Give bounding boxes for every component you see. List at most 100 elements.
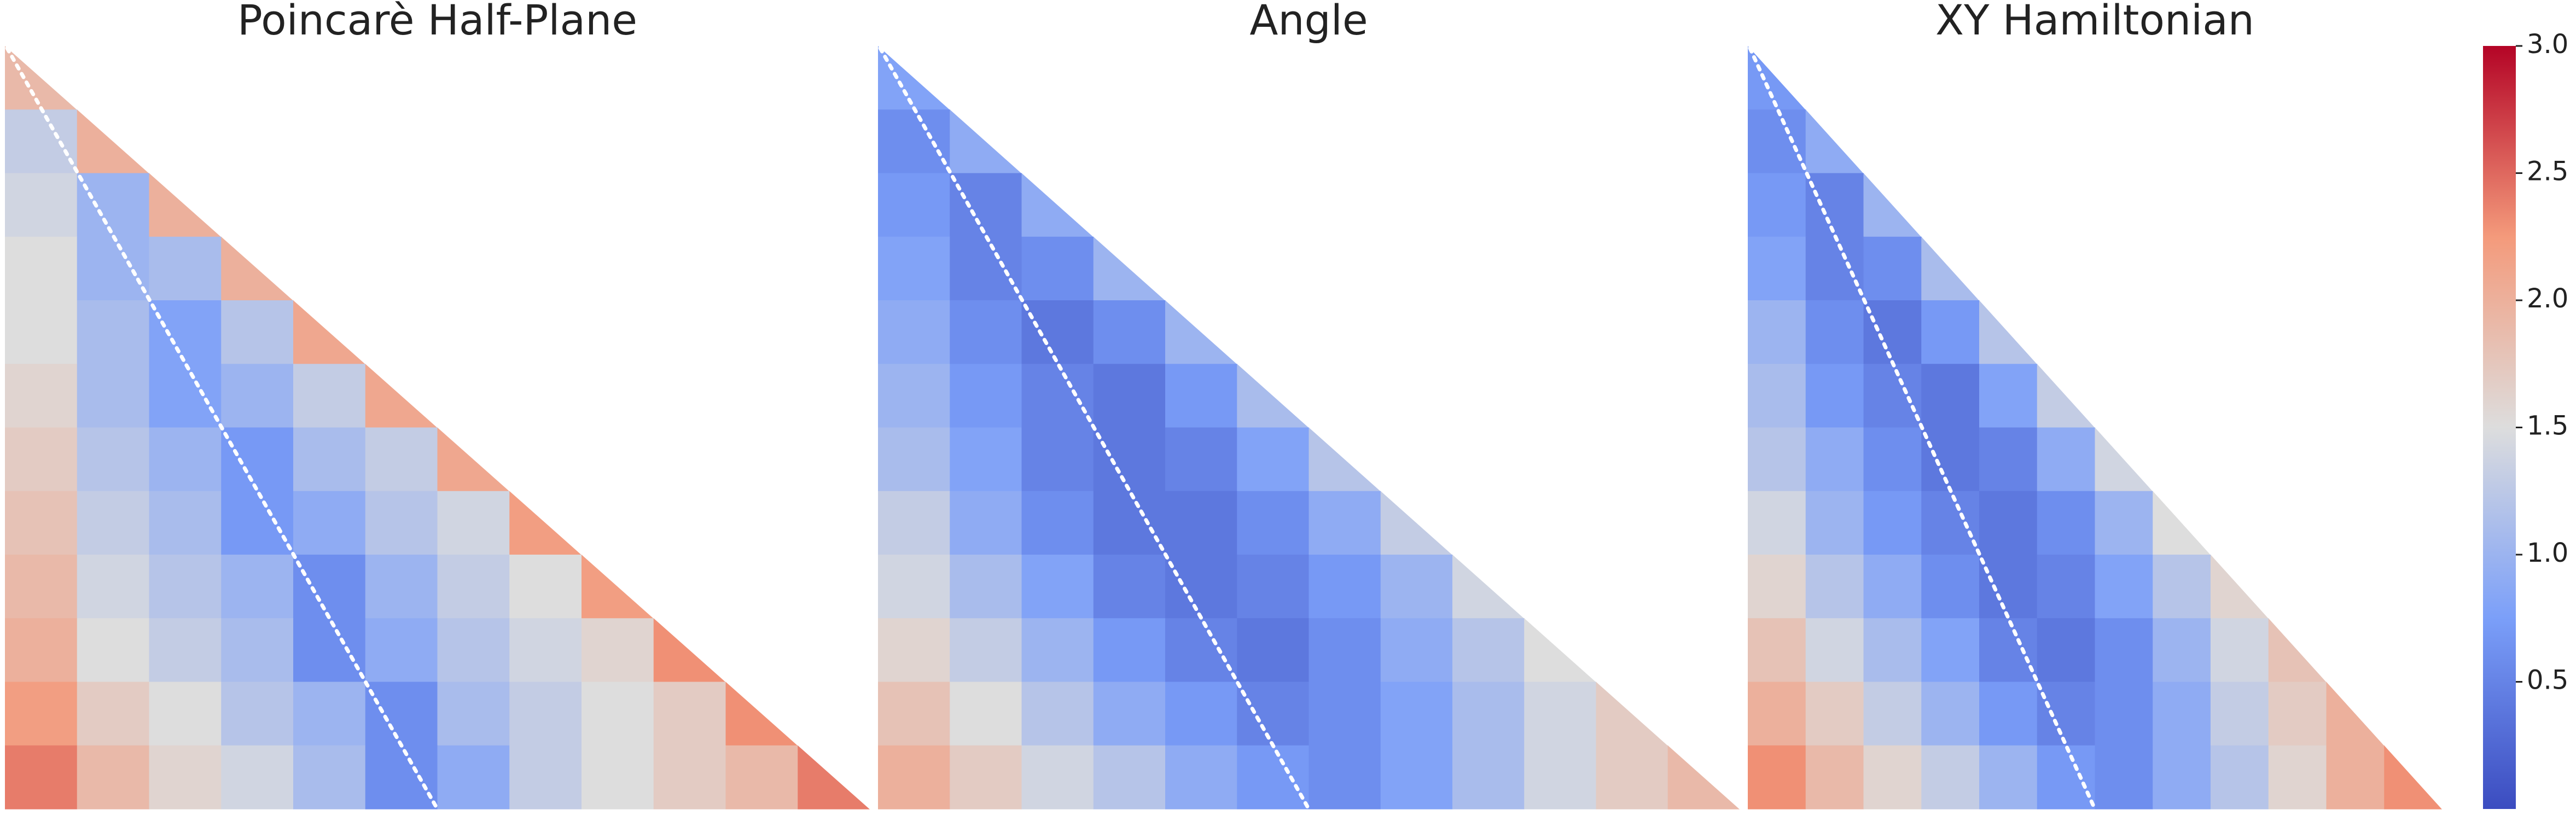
heatmap-cell: [77, 236, 150, 301]
heatmap-cell: [77, 682, 150, 746]
heatmap-cell: [1093, 555, 1166, 619]
diagonal-dots: [5, 46, 439, 811]
heatmap-cell: [5, 555, 78, 619]
heatmap-cell: [1979, 300, 2037, 364]
heatmap-cell: [2211, 618, 2269, 683]
heatmap-cell: [1380, 682, 1453, 746]
heatmap-cell: [725, 745, 798, 810]
heatmap-cell: [1979, 427, 2038, 492]
heatmap-cell: [1805, 618, 1864, 683]
heatmap-cell: [1380, 745, 1453, 810]
heatmap-cell: [1748, 173, 1806, 237]
heatmap-cell: [2326, 682, 2385, 746]
heatmap-cell: [1021, 427, 1094, 492]
heatmap-cell: [1979, 682, 2038, 746]
heatmap-cell: [77, 427, 150, 492]
heatmap-cell: [1748, 555, 1806, 619]
heatmap-cell: [1863, 618, 1922, 683]
heatmap-cell: [2095, 555, 2153, 619]
colorbar-tick-label: 2.0: [2527, 283, 2568, 314]
heatmap-cell: [293, 364, 366, 428]
heatmap-cell: [1165, 427, 1237, 492]
heatmap-cell: [1979, 618, 2038, 683]
heatmap-cell: [950, 300, 1022, 364]
heatmap-cell: [1452, 555, 1525, 619]
heatmap-cell: [950, 491, 1022, 555]
heatmap-cell: [5, 46, 77, 110]
heatmap-cell: [1863, 491, 1922, 555]
heatmap-cell: [878, 745, 950, 810]
colorbar-tick-label: 1.5: [2527, 411, 2568, 441]
heatmap-cell: [365, 745, 438, 810]
heatmap-cell: [365, 427, 438, 492]
heatmap-cell: [1748, 364, 1806, 428]
heatmap-cell: [221, 364, 294, 428]
heatmap-cell: [1921, 300, 1980, 364]
heatmap-cell: [221, 427, 294, 492]
heatmap-cell: [5, 300, 78, 364]
heatmap-cell: [1021, 236, 1094, 301]
heatmap-cell: [509, 555, 582, 619]
heatmap-cell: [2211, 555, 2269, 619]
heatmap-cell: [878, 173, 950, 237]
heatmap-cell: [1165, 364, 1237, 428]
heatmap-cell: [2095, 427, 2153, 492]
heatmap-cell: [2153, 745, 2211, 810]
heatmap-cell: [5, 173, 78, 237]
heatmap-cell: [2037, 745, 2096, 810]
heatmap-cell: [1921, 491, 1980, 555]
heatmap-cell: [1524, 745, 1597, 810]
heatmap-cell: [5, 491, 78, 555]
heatmap-cell: [1748, 236, 1806, 301]
heatmap-cell: [1863, 300, 1922, 364]
heatmap-cell: [2268, 745, 2327, 810]
heatmap-cell: [77, 491, 150, 555]
heatmap-cell: [950, 745, 1022, 810]
heatmap-cell: [2153, 618, 2211, 683]
heatmap-cell: [509, 491, 582, 555]
heatmap-cell: [1309, 618, 1381, 683]
heatmap-cell: [950, 173, 1022, 237]
heatmap-cell: [1237, 491, 1310, 555]
heatmap-cell: [1380, 491, 1452, 555]
heatmap-cell: [1596, 745, 1668, 810]
heatmap-cell: [5, 109, 78, 174]
panel-title: Angle: [1249, 0, 1368, 44]
heatmap-cell: [950, 236, 1022, 301]
heatmap-cell: [1093, 491, 1166, 555]
heatmap-cell: [1805, 236, 1864, 301]
heatmap-cell: [221, 300, 294, 364]
heatmap-cell: [2211, 682, 2269, 746]
heatmap-cell: [1805, 109, 1864, 174]
heatmap-cell: [365, 555, 438, 619]
heatmap-cell: [293, 745, 366, 810]
heatmap-cell: [5, 682, 78, 746]
heatmap-cell: [2153, 682, 2211, 746]
heatmap-cell: [2095, 491, 2153, 555]
heatmap-cell: [950, 682, 1022, 746]
colorbar-tick-label: 0.5: [2527, 665, 2568, 696]
heatmap-cell: [1748, 300, 1806, 364]
heatmap-cell: [365, 364, 438, 428]
heatmap-cell: [878, 427, 950, 492]
heatmap-cell: [1452, 682, 1525, 746]
heatmap-cell: [2153, 491, 2211, 555]
heatmap-cell: [2037, 682, 2096, 746]
heatmap-cell: [2095, 682, 2153, 746]
heatmap-cell: [293, 427, 366, 492]
heatmap-cell: [1093, 618, 1166, 683]
heatmap-cell: [149, 682, 222, 746]
heatmap-cell: [2153, 555, 2211, 619]
heatmap-cell: [1805, 491, 1864, 555]
heatmap-cell: [1021, 682, 1094, 746]
heatmap-cell: [878, 236, 950, 301]
heatmap-cell: [1979, 745, 2038, 810]
heatmap-cell: [1165, 745, 1237, 810]
heatmap-cell: [878, 555, 950, 619]
heatmap-cell: [1979, 491, 2038, 555]
heatmap-cell: [509, 618, 582, 683]
heatmap-cell: [1309, 555, 1381, 619]
heatmap-cell: [1021, 364, 1094, 428]
heatmap-cell: [1093, 745, 1166, 810]
